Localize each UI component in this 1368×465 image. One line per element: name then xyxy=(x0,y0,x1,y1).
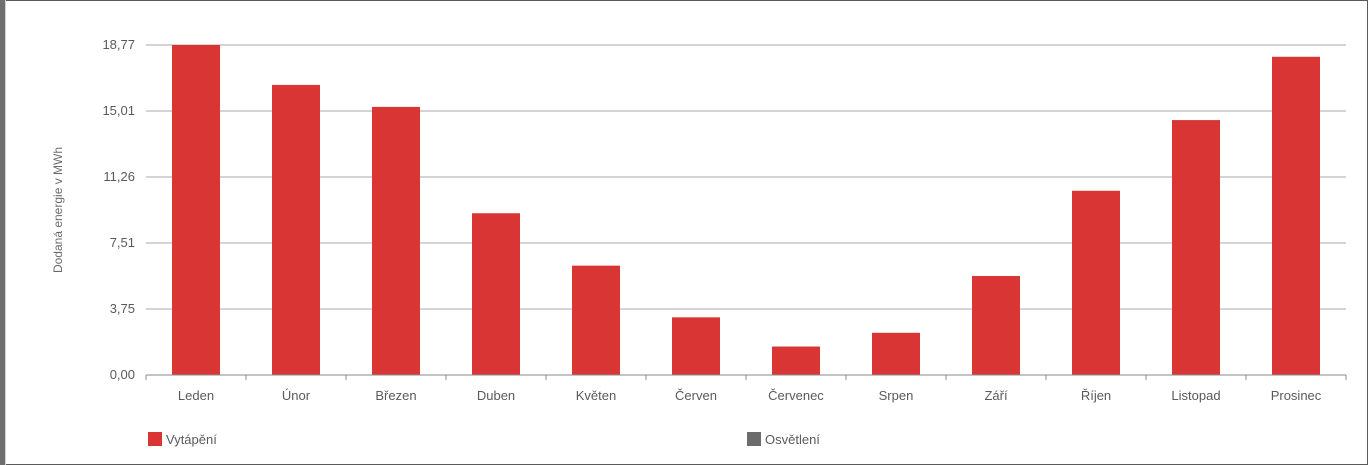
x-tick-label: Červen xyxy=(675,388,717,403)
legend-swatch xyxy=(747,432,761,446)
bar-březen xyxy=(372,106,420,375)
bar-září xyxy=(972,276,1020,375)
bar-listopad xyxy=(1172,120,1220,375)
bar-srpen xyxy=(872,332,920,375)
legend-label: Vytápění xyxy=(166,432,217,447)
x-tick-label: Leden xyxy=(178,388,214,403)
y-tick-label: 3,75 xyxy=(110,301,135,316)
bar-únor xyxy=(272,84,320,376)
left-edge-divider xyxy=(5,0,6,465)
legend-label: Osvětlení xyxy=(765,432,820,447)
x-tick-label: Květen xyxy=(576,388,616,403)
x-tick-labels: Leden Únor Březen Duben Květen Červen Červenec… xyxy=(178,388,1322,403)
bar-prosinec xyxy=(1272,56,1320,376)
legend-swatch xyxy=(148,432,162,446)
left-edge-bar xyxy=(0,0,5,465)
y-tick-label: 11,26 xyxy=(103,169,135,184)
y-tick-label: 7,51 xyxy=(110,235,135,250)
x-tick-label: Listopad xyxy=(1171,388,1220,403)
x-tick-label: Září xyxy=(984,388,1008,403)
bar-červenec xyxy=(772,346,820,375)
y-tick-label: 15,01 xyxy=(102,103,135,118)
y-tick-labels: 0,00 3,75 7,51 11,26 15,01 18,77 xyxy=(102,37,135,382)
bar-říjen xyxy=(1072,190,1120,375)
bar-leden xyxy=(172,45,220,375)
bar-červen xyxy=(672,317,720,375)
bars xyxy=(172,45,1320,376)
bar-květen xyxy=(572,265,620,375)
y-tick-label: 0,00 xyxy=(110,367,135,382)
x-tick-label: Únor xyxy=(282,388,311,403)
y-axis-label: Dodaná energie v MWh xyxy=(51,147,65,273)
bar-duben xyxy=(472,213,520,375)
x-tick-label: Říjen xyxy=(1081,388,1111,403)
x-tick-label: Prosinec xyxy=(1271,388,1322,403)
x-tick-label: Duben xyxy=(477,388,515,403)
grid-lines xyxy=(146,44,1346,310)
x-tick-label: Březen xyxy=(375,388,416,403)
y-tick-label: 18,77 xyxy=(102,37,135,52)
axes xyxy=(145,374,1347,380)
legend: Vytápění Osvětlení xyxy=(148,432,820,447)
x-tick-label: Srpen xyxy=(879,388,914,403)
x-tick-label: Červenec xyxy=(768,388,824,403)
